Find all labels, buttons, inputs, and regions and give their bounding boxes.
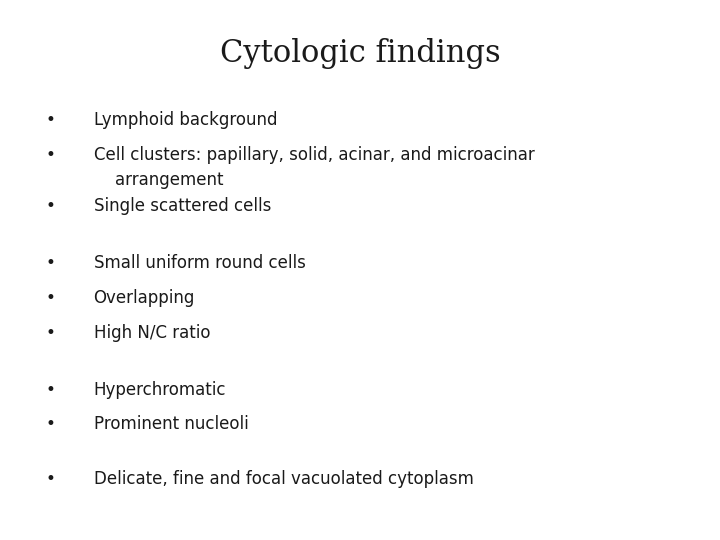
Text: Cell clusters: papillary, solid, acinar, and microacinar
    arrangement: Cell clusters: papillary, solid, acinar,…	[94, 146, 534, 189]
Text: Overlapping: Overlapping	[94, 289, 195, 307]
Text: •: •	[45, 111, 55, 129]
Text: Hyperchromatic: Hyperchromatic	[94, 381, 226, 399]
Text: •: •	[45, 254, 55, 272]
Text: Lymphoid background: Lymphoid background	[94, 111, 277, 129]
Text: Delicate, fine and focal vacuolated cytoplasm: Delicate, fine and focal vacuolated cyto…	[94, 470, 474, 488]
Text: •: •	[45, 381, 55, 399]
Text: •: •	[45, 197, 55, 215]
Text: Small uniform round cells: Small uniform round cells	[94, 254, 305, 272]
Text: •: •	[45, 289, 55, 307]
Text: •: •	[45, 470, 55, 488]
Text: Cytologic findings: Cytologic findings	[220, 38, 500, 69]
Text: Prominent nucleoli: Prominent nucleoli	[94, 415, 248, 433]
Text: Single scattered cells: Single scattered cells	[94, 197, 271, 215]
Text: High N/C ratio: High N/C ratio	[94, 324, 210, 342]
Text: •: •	[45, 415, 55, 433]
Text: •: •	[45, 324, 55, 342]
Text: •: •	[45, 146, 55, 164]
